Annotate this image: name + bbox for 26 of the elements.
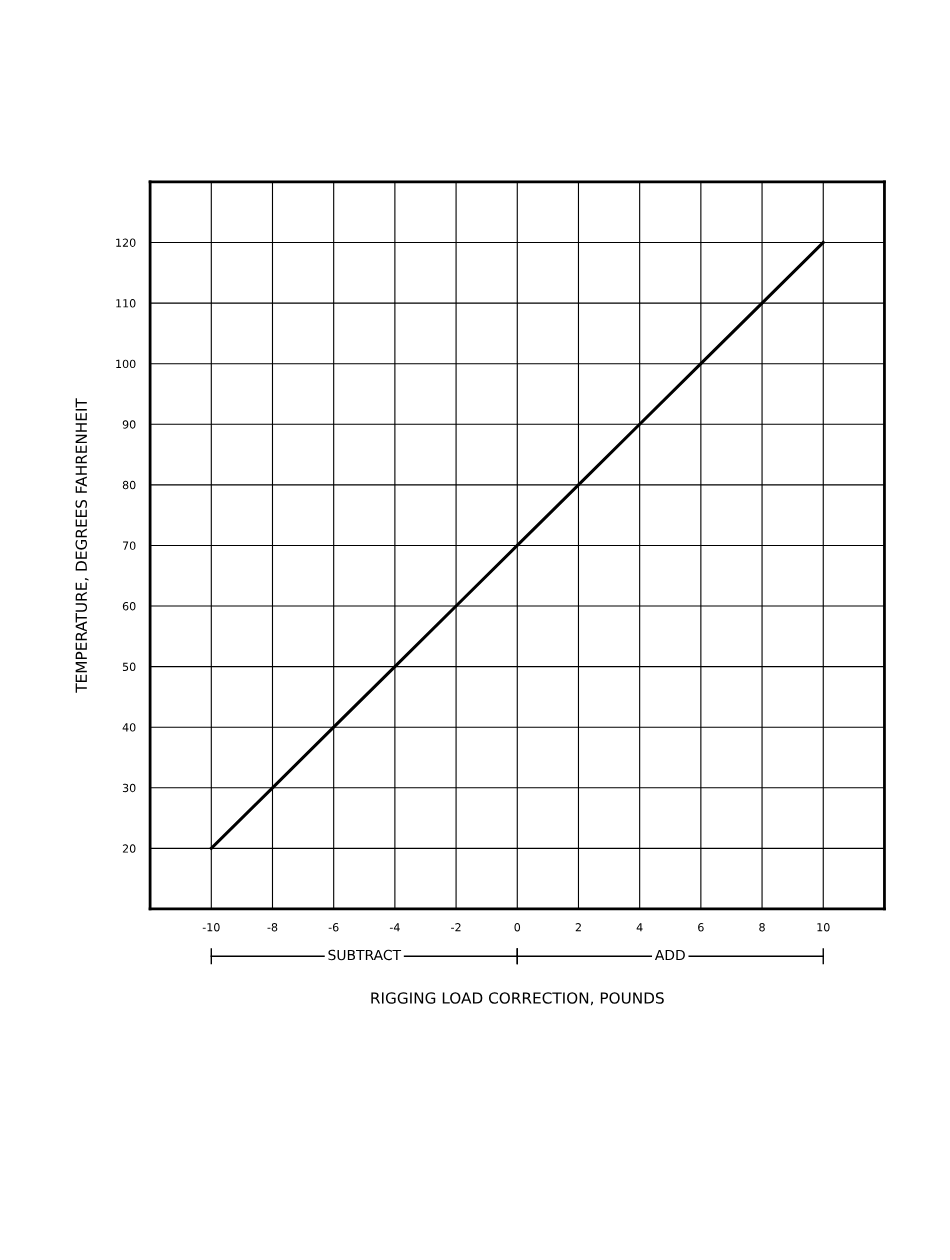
y-tick-label: 80 xyxy=(122,480,136,490)
x-tick-label: -2 xyxy=(451,923,461,932)
text: SUBTRACT xyxy=(328,949,402,961)
y-tick-label: 90 xyxy=(122,420,136,429)
y-tick-label: 30 xyxy=(122,783,136,793)
x-tick-label: 6 xyxy=(698,923,704,932)
y-tick-label: 20 xyxy=(122,844,136,853)
y-tick-label: 100 xyxy=(116,359,136,369)
y-tick-label: 120 xyxy=(116,238,136,247)
y-tick-label: 50 xyxy=(122,662,136,671)
x-tick-label: 4 xyxy=(636,923,643,932)
x-tick-label: -10 xyxy=(202,923,220,932)
x-tick-label: 10 xyxy=(817,923,830,932)
y-tick-label: 110 xyxy=(116,299,136,308)
x-tick-label: 8 xyxy=(759,923,765,932)
x-tick-label: -4 xyxy=(389,923,400,932)
y-tick-label: 60 xyxy=(122,602,136,611)
x-tick-label: 2 xyxy=(575,923,581,932)
x-axis-title: RIGGING LOAD CORRECTION, POUNDS xyxy=(371,992,664,1006)
x-tick-label: 0 xyxy=(514,923,521,932)
y-tick-label: 40 xyxy=(122,723,136,732)
x-tick-label: -6 xyxy=(328,923,339,932)
y-tick-label: 70 xyxy=(122,541,136,550)
text: ADD xyxy=(654,949,685,961)
y-axis-title: TEMPERATURE, DEGREES FAHRENHEIT xyxy=(75,398,89,693)
x-tick-label: -8 xyxy=(267,923,278,932)
